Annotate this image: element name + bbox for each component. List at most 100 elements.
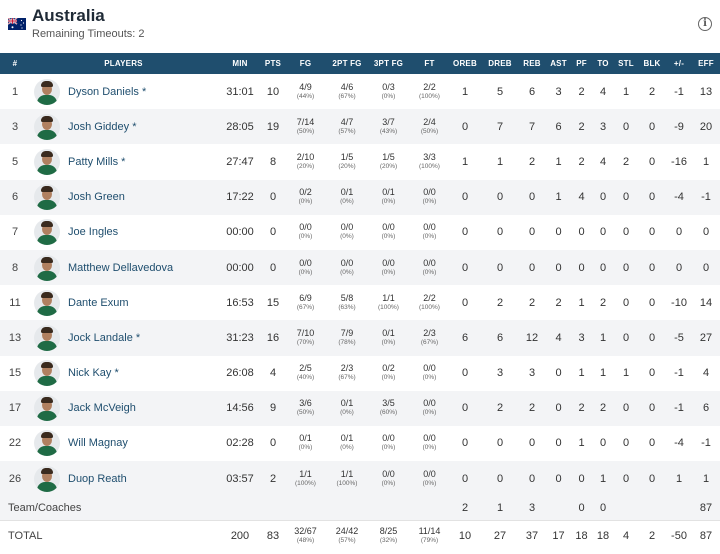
australia-flag-icon: [8, 18, 26, 30]
stat-pf: 0: [578, 472, 585, 485]
stat-oreb: 0: [461, 226, 469, 239]
column-header[interactable]: 2PT FG: [332, 59, 362, 68]
stat-ft: 2/3 (67%): [411, 320, 448, 355]
stat-stl: 0: [622, 472, 630, 485]
player-name-link[interactable]: Jock Landale *: [68, 331, 141, 344]
stat-ft-made-attempted: 2/4: [423, 116, 436, 127]
stat-2pt-fg-percentage: (0%): [340, 268, 354, 276]
player-row[interactable]: 5 Patty Mills * 27:47 8 2/10 (20%) 1/5 (20%) 1/5…: [0, 144, 720, 180]
column-header[interactable]: FG: [299, 59, 312, 68]
stat-2pt-fg-made-attempted: 0/0: [340, 222, 354, 233]
player-row[interactable]: 17 Jack McVeigh 14:56 9 3/6 (50%) 0/1 (0%) 3/5 (6…: [0, 390, 720, 426]
stat-to: 1: [599, 472, 607, 485]
player-name-link[interactable]: Jack McVeigh: [68, 402, 136, 415]
player-name-link[interactable]: Josh Green: [68, 191, 125, 204]
total-eff: 87: [699, 529, 713, 542]
player-avatar: [34, 324, 60, 351]
total-row: TOTAL 200 83 32/67 (48%) 24/42 (57%) 8/25 (32%) 1…: [0, 520, 720, 551]
stat-ft-percentage: (0%): [422, 409, 437, 417]
column-header[interactable]: REB: [523, 59, 541, 68]
stat-dreb: 1: [496, 155, 504, 168]
stat-blk: 0: [648, 191, 656, 204]
stat-pf: 1: [578, 437, 585, 450]
stat-2pt-fg-made-attempted: 4/6: [340, 81, 354, 92]
player-name-link[interactable]: Dyson Daniels *: [68, 85, 147, 98]
column-header[interactable]: PTS: [264, 59, 282, 68]
player-name-link[interactable]: Nick Kay *: [68, 367, 119, 380]
column-header[interactable]: OREB: [453, 59, 477, 68]
stat-3pt-fg-percentage: (0%): [381, 479, 396, 487]
column-header[interactable]: EFF: [698, 59, 714, 68]
player-name-link[interactable]: Duop Reath: [68, 472, 127, 485]
column-header[interactable]: BLK: [643, 59, 661, 68]
stat-fg: 0/0 (0%): [283, 250, 328, 285]
player-row[interactable]: 7 Joe Ingles 00:00 0 0/0 (0%) 0/0 (0%) 0/0 (0%) 0/…: [0, 214, 720, 250]
stat-pm: -4: [674, 191, 684, 204]
player-name-link[interactable]: Joe Ingles: [68, 226, 119, 239]
stat-ft: 2/2 (100%): [411, 74, 448, 109]
player-row[interactable]: 13 Jock Landale * 31:23 16 7/10 (70%) 7/9 (78%)…: [0, 320, 720, 356]
stat-oreb: 0: [461, 472, 469, 485]
stat-ft-made-attempted: 0/0: [423, 468, 436, 479]
player-name-link[interactable]: Josh Giddey *: [68, 120, 137, 133]
player-row[interactable]: 3 Josh Giddey * 28:05 19 7/14 (50%) 4/7 (57%) 3/…: [0, 109, 720, 145]
stat-to: 4: [599, 85, 607, 98]
player-name-link[interactable]: Patty Mills *: [68, 155, 126, 168]
column-header[interactable]: FT: [424, 59, 435, 68]
stat-pts: 16: [266, 331, 280, 344]
team-stat-dreb: 1: [496, 502, 504, 514]
column-header[interactable]: PLAYERS: [104, 59, 143, 68]
stat-2pt-fg-percentage: (67%): [338, 92, 356, 100]
stat-2pt-fg: 4/6 (67%): [328, 74, 366, 109]
stat-blk: 0: [648, 261, 656, 274]
player-row[interactable]: 11 Dante Exum 16:53 15 6/9 (67%) 5/8 (63%) 1/1 (1…: [0, 285, 720, 321]
player-row[interactable]: 8 Matthew Dellavedova 00:00 0 0/0 (0%) 0/0 (0%)…: [0, 249, 720, 286]
stat-ft-percentage: (100%): [419, 162, 440, 170]
stat-fg: 7/10 (70%): [283, 320, 328, 355]
stat-eff: 1: [702, 155, 710, 168]
team-stat-stl: [614, 496, 638, 520]
column-header[interactable]: MIN: [232, 59, 248, 68]
stat-3pt-fg-percentage: (0%): [381, 338, 396, 346]
stat-pf: 2: [578, 120, 585, 133]
column-header[interactable]: PF: [576, 59, 587, 68]
stat-2pt-fg-percentage: (0%): [340, 233, 354, 241]
stat-ft-percentage: (67%): [420, 338, 439, 346]
column-header[interactable]: DREB: [488, 59, 512, 68]
player-row[interactable]: 22 Will Magnay 02:28 0 0/1 (0%) 0/1 (0%) 0/0 (0%)…: [0, 425, 720, 462]
stat-ast: 0: [555, 261, 562, 274]
player-row[interactable]: 1 Dyson Daniels * 31:01 10 4/9 (44%) 4/6 (67%) 0…: [0, 74, 720, 110]
stat-pts: 2: [269, 472, 277, 485]
player-name-link[interactable]: Dante Exum: [68, 296, 129, 309]
player-row[interactable]: 6 Josh Green 17:22 0 0/2 (0%) 0/1 (0%) 0/1 (0%) 0/…: [0, 179, 720, 215]
column-header[interactable]: #: [12, 59, 18, 68]
stat-2pt-fg-percentage: (78%): [338, 338, 356, 346]
total-3pt-fg-made-attempted: 8/25: [379, 525, 398, 536]
column-header[interactable]: STL: [618, 59, 634, 68]
player-row[interactable]: 15 Nick Kay * 26:08 4 2/5 (40%) 2/3 (67%) 0/2 (0%…: [0, 355, 720, 391]
stat-fg-made-attempted: 0/0: [299, 257, 312, 268]
column-header[interactable]: +/-: [673, 59, 685, 68]
jersey-number: 22: [8, 437, 22, 450]
stat-3pt-fg-percentage: (0%): [381, 444, 396, 452]
player-name-link[interactable]: Matthew Dellavedova: [68, 261, 174, 274]
stat-fg: 4/9 (44%): [283, 74, 328, 109]
stat-2pt-fg: 0/0 (0%): [328, 215, 366, 250]
stat-dreb: 0: [496, 472, 504, 485]
team-stat-blk: [638, 496, 666, 520]
info-icon[interactable]: i: [698, 17, 712, 31]
stat-3pt-fg-percentage: (20%): [379, 162, 398, 170]
column-header[interactable]: TO: [597, 59, 609, 68]
player-row[interactable]: 26 Duop Reath 03:57 2 1/1 (100%) 1/1 (100%) 0/0(…: [0, 461, 720, 497]
stat-dreb: 0: [496, 437, 504, 450]
stat-min: 00:00: [226, 261, 254, 274]
column-header[interactable]: 3PT FG: [373, 59, 404, 68]
player-name-link[interactable]: Will Magnay: [68, 437, 128, 450]
team-stat-pm: [666, 496, 692, 520]
stat-fg: 2/10 (20%): [283, 144, 328, 179]
column-header[interactable]: AST: [550, 59, 567, 68]
stat-3pt-fg: 3/7 (43%): [366, 109, 411, 144]
stat-ft-made-attempted: 3/3: [423, 151, 436, 162]
stat-pf: 0: [578, 226, 585, 239]
stat-3pt-fg-made-attempted: 0/0: [382, 433, 395, 444]
